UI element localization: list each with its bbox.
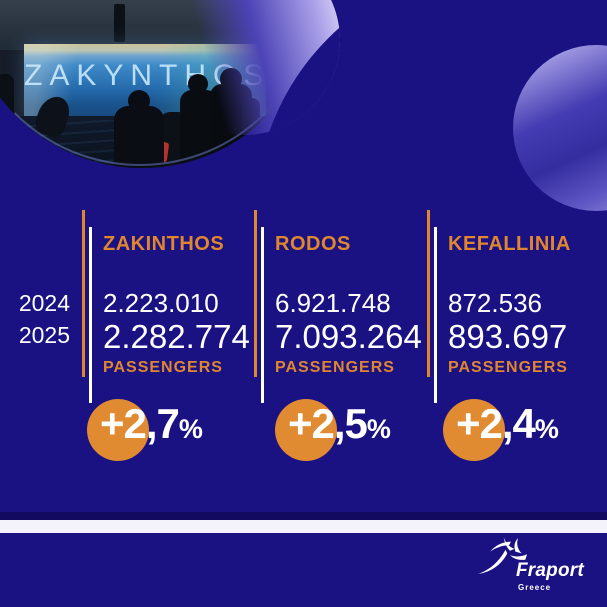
- percent-badge-circle: [443, 399, 505, 461]
- percent-change: +2,4%: [456, 400, 559, 447]
- airport-name: RODOS: [275, 233, 351, 255]
- divider-white: [89, 227, 92, 403]
- divider-orange: [82, 210, 85, 377]
- divider-orange: [427, 210, 430, 377]
- airport-name: KEFALLINIA: [448, 233, 571, 255]
- unit-label: PASSENGERS: [103, 359, 223, 376]
- backpack-silhouette: [242, 98, 260, 138]
- footer-dark-band: [0, 512, 607, 520]
- fraport-logo: Fraport Greece: [472, 534, 592, 596]
- percent-change: +2,5%: [288, 400, 391, 447]
- person-silhouette: [114, 106, 164, 168]
- airport-name: ZAKINTHOS: [103, 233, 225, 255]
- year-label-2024: 2024: [18, 290, 70, 316]
- percent-sign: %: [366, 414, 391, 444]
- passengers-2025: 893.697: [448, 318, 568, 355]
- photo-ceiling: [0, 0, 320, 50]
- stat-column-zakinthos: ZAKINTHOS 2.223.010 2.282.774 PASSENGERS…: [82, 210, 258, 480]
- stat-column-rodos: RODOS 6.921.748 7.093.264 PASSENGERS +2,…: [254, 210, 430, 480]
- percent-badge-circle: [275, 399, 337, 461]
- divider-white: [261, 227, 264, 403]
- divider-orange: [254, 210, 257, 377]
- passengers-2025: 7.093.264: [275, 318, 422, 355]
- unit-label: PASSENGERS: [448, 359, 568, 376]
- decorative-sphere: [513, 45, 607, 211]
- footer-white-stripe: [0, 520, 607, 533]
- unit-label: PASSENGERS: [275, 359, 395, 376]
- stat-column-kefallinia: KEFALLINIA 872.536 893.697 PASSENGERS +2…: [427, 210, 603, 480]
- photo-ceiling-vent: [114, 4, 125, 42]
- percent-sign: %: [178, 414, 203, 444]
- passengers-2024: 2.223.010: [103, 288, 219, 318]
- person-silhouette: [0, 74, 14, 118]
- fraport-star-icon: [477, 537, 528, 575]
- percent-change: +2,7%: [100, 400, 203, 447]
- percent-badge-circle: [87, 399, 149, 461]
- year-label-2025: 2025: [18, 322, 70, 348]
- divider-white: [434, 227, 437, 403]
- passengers-2024: 6.921.748: [275, 288, 391, 318]
- fraport-greece-label: Greece: [518, 583, 552, 592]
- fraport-wordmark: Fraport: [516, 560, 584, 581]
- passengers-2024: 872.536: [448, 288, 542, 318]
- percent-sign: %: [534, 414, 559, 444]
- passengers-2025: 2.282.774: [103, 318, 250, 355]
